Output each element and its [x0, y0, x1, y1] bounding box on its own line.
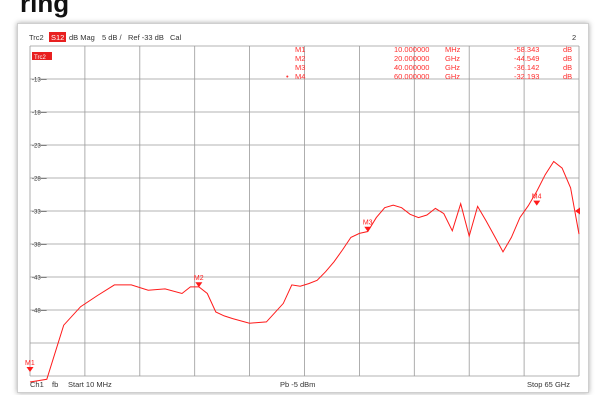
channel-number: 2 — [572, 33, 576, 42]
marker-flag-label: M3 — [363, 220, 373, 227]
scale-label: 5 dB / — [102, 33, 123, 42]
channel-label: Ch1 — [30, 380, 44, 389]
analyzer-display: Trc2 S12 dB Mag 5 dB / Ref -33 dB Cal 2 … — [17, 23, 589, 393]
trace-line — [29, 160, 580, 383]
marker-value: -58.343 — [514, 45, 539, 54]
marker-triangle — [533, 200, 541, 206]
marker-row: • M4 60.000000 GHz -32.193 dB — [286, 72, 572, 81]
ref-level-arrow — [575, 207, 580, 215]
y-tick-label: -33— — [32, 210, 47, 216]
marker-flag-label: M2 — [194, 275, 204, 282]
y-tick-labels: -13— -18— -23— -28— -33— -38— -43— -48— — [32, 78, 47, 315]
param-label: S12 — [51, 33, 64, 42]
marker-flag: M3 — [363, 220, 373, 232]
marker-freq: 10.000000 — [394, 45, 429, 54]
marker-row: M2 20.000000 GHz -44.549 dB — [295, 54, 572, 63]
power-label: Pb -5 dBm — [280, 380, 315, 389]
format-label: dB Mag — [69, 33, 95, 42]
marker-flag: M2 — [194, 275, 204, 288]
marker-flags: M1 M2 M3 M4 — [25, 194, 542, 372]
marker-value: -32.193 — [514, 72, 539, 81]
marker-value-unit: dB — [563, 72, 572, 81]
active-marker-bullet: • — [286, 72, 289, 81]
y-tick-label: -18— — [32, 111, 47, 117]
marker-triangle — [195, 282, 203, 288]
y-tick-label: -38— — [32, 243, 47, 249]
y-tick-label: -13— — [32, 78, 47, 84]
marker-value: -36.142 — [514, 63, 539, 72]
marker-unit: GHz — [445, 63, 460, 72]
trace-tag: Trc2 — [34, 55, 46, 61]
marker-table: M1 10.000000 MHz -58.343 dB M2 20.000000… — [286, 45, 572, 81]
marker-flag: M4 — [532, 194, 542, 206]
y-tick-label: -23— — [32, 144, 47, 150]
marker-value-unit: dB — [563, 54, 572, 63]
marker-name: M4 — [295, 72, 305, 81]
marker-flag: M1 — [25, 360, 35, 372]
fb-label: fb — [52, 380, 58, 389]
ref-label: Ref -33 dB — [128, 33, 164, 42]
marker-name: M2 — [295, 54, 305, 63]
marker-unit: GHz — [445, 54, 460, 63]
y-tick-label: -28— — [32, 177, 47, 183]
y-tick-label: -48— — [32, 309, 47, 315]
marker-freq: 60.000000 — [394, 72, 429, 81]
marker-name: M3 — [295, 63, 305, 72]
marker-triangle — [26, 367, 34, 372]
marker-unit: MHz — [445, 45, 461, 54]
grid — [29, 45, 580, 377]
start-label: Start 10 MHz — [68, 380, 112, 389]
trace-chart: Trc2 S12 dB Mag 5 dB / Ref -33 dB Cal 2 … — [25, 32, 580, 389]
cal-label: Cal — [170, 33, 182, 42]
param-badge — [49, 32, 66, 42]
stop-label: Stop 65 GHz — [527, 380, 570, 389]
marker-name: M1 — [295, 45, 305, 54]
marker-value-unit: dB — [563, 63, 572, 72]
marker-row: M3 40.000000 GHz -36.142 dB — [295, 63, 572, 72]
marker-row: M1 10.000000 MHz -58.343 dB — [295, 45, 572, 54]
marker-value: -44.549 — [514, 54, 539, 63]
marker-freq: 20.000000 — [394, 54, 429, 63]
marker-freq: 40.000000 — [394, 63, 429, 72]
marker-flag-label: M4 — [532, 194, 542, 201]
marker-value-unit: dB — [563, 45, 572, 54]
trace-label: Trc2 — [29, 33, 44, 42]
page-heading-strip: ring — [0, 0, 600, 26]
page-heading: ring — [20, 0, 70, 18]
marker-unit: GHz — [445, 72, 460, 81]
marker-triangle — [364, 226, 372, 232]
y-tick-label: -43— — [32, 276, 47, 282]
marker-flag-label: M1 — [25, 360, 35, 367]
trace-tag-badge — [32, 52, 52, 60]
